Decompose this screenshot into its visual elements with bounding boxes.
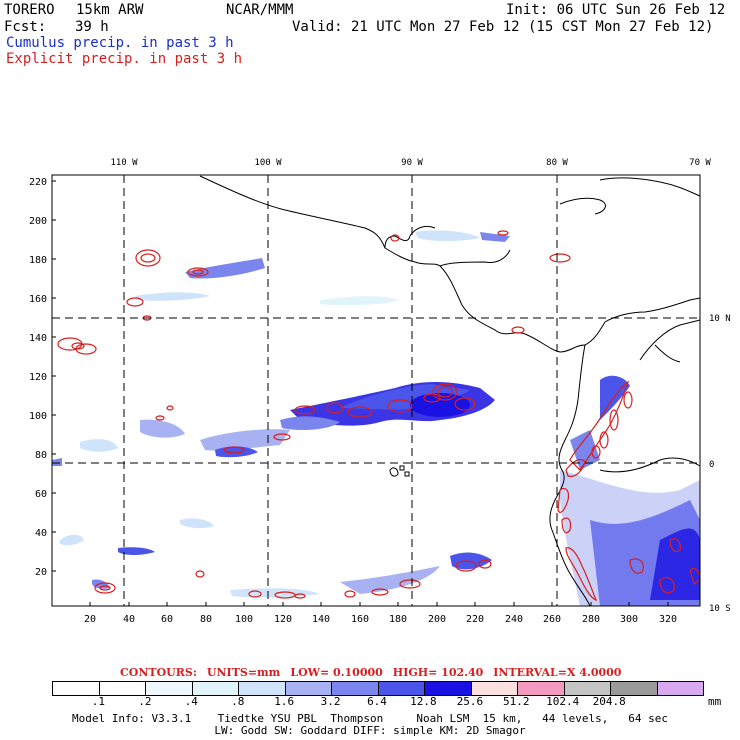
y-tick: 40 — [35, 528, 47, 539]
y-tick: 140 — [29, 333, 47, 344]
map-frame — [51, 174, 701, 607]
x-tick: 60 — [161, 614, 173, 625]
contour-units: UNITS=mm — [206, 666, 281, 679]
lat-lon-grid — [52, 175, 700, 606]
field-explicit-label: Explicit precip. in past 3 h — [6, 51, 243, 67]
y-tick: 180 — [29, 255, 47, 266]
explicit-precip-contours — [57, 230, 701, 601]
color-scale-cell — [239, 682, 286, 695]
color-scale-label: .8 — [231, 695, 245, 708]
color-scale-labels: .1 .2 .4 .8 1.6 3.2 6.4 12.8 25.6 51.2 102.4 204.8 — [52, 695, 702, 708]
color-scale-cell — [378, 682, 425, 695]
color-scale-label: 1.6 — [274, 695, 295, 708]
lon-label-90w: 90 W — [401, 158, 423, 168]
color-scale-cell — [518, 682, 565, 695]
x-tick: 180 — [389, 614, 407, 625]
y-tick: 120 — [29, 372, 47, 383]
lat-label-0: 0 — [709, 460, 714, 470]
x-tick: 160 — [351, 614, 369, 625]
x-tick: 80 — [200, 614, 212, 625]
color-scale-label: .1 — [91, 695, 106, 708]
y-tick: 80 — [35, 450, 47, 461]
color-scale-label: .4 — [184, 695, 198, 708]
x-tick: 140 — [312, 614, 330, 625]
color-scale-label: 12.8 — [410, 695, 437, 708]
forecast-hours: 39 h — [75, 19, 109, 35]
color-scale-cell — [611, 682, 658, 695]
color-scale-label: 102.4 — [546, 695, 580, 708]
x-tick: 300 — [620, 614, 638, 625]
color-scale-unit: mm — [708, 695, 722, 708]
x-tick: 260 — [543, 614, 561, 625]
y-tick: 200 — [29, 216, 47, 227]
lat-label-10s: 10 S — [709, 604, 731, 614]
y-tick: 160 — [29, 294, 47, 305]
field-cumulus-label: Cumulus precip. in past 3 h — [6, 35, 234, 51]
color-scale-cell — [332, 682, 379, 695]
x-tick: 20 — [84, 614, 96, 625]
contour-interval: INTERVAL=X 4.0000 — [493, 666, 622, 679]
x-tick: 100 — [235, 614, 253, 625]
contour-low: LOW= 0.10000 — [290, 666, 383, 679]
y-tick: 220 — [29, 177, 47, 188]
lon-label-100w: 100 W — [254, 158, 282, 168]
y-tick: 20 — [35, 567, 47, 578]
color-scale-cell — [99, 682, 146, 695]
model-name: TORERO — [4, 2, 55, 18]
color-scale-label: .2 — [138, 695, 152, 708]
lon-label-110w: 110 W — [110, 158, 138, 168]
color-scale-label: 3.2 — [320, 695, 341, 708]
cumulus-precip-areas — [52, 230, 700, 606]
x-tick: 200 — [428, 614, 446, 625]
color-scale-bar — [52, 681, 704, 696]
color-scale-cell — [425, 682, 472, 695]
color-scale-cell — [146, 682, 193, 695]
x-tick: 120 — [274, 614, 292, 625]
x-axis-ticks: 20 40 60 80 100 120 140 160 180 200 220 … — [84, 614, 677, 625]
color-scale-cell — [53, 682, 100, 695]
model-info-line1: Model Info: V3.3.1 Tiedtke YSU PBL Thomp… — [71, 712, 669, 725]
color-scale-cell — [471, 682, 518, 695]
contour-label: CONTOURS: — [120, 666, 197, 679]
model-resolution: 15km ARW — [76, 2, 144, 18]
contour-info: CONTOURS: UNITS=mm LOW= 0.10000 HIGH= 102.4… — [120, 666, 631, 679]
x-tick: 240 — [505, 614, 523, 625]
color-scale-cell — [657, 682, 703, 695]
contour-high: HIGH= 102.40 — [392, 666, 484, 679]
forecast-label: Fcst: — [4, 19, 47, 35]
coastlines — [199, 175, 701, 607]
color-scale-cell — [564, 682, 611, 695]
x-tick: 320 — [659, 614, 677, 625]
y-axis-ticks: 220 200 180 160 140 120 100 80 60 40 20 — [29, 177, 47, 578]
lon-label-80w: 80 W — [546, 158, 568, 168]
color-scale-cell — [192, 682, 239, 695]
x-tick: 280 — [582, 614, 600, 625]
lat-label-10n: 10 N — [709, 314, 731, 324]
color-scale-label: 25.6 — [456, 695, 484, 708]
x-tick: 220 — [466, 614, 484, 625]
model-info-line2: LW: Godd SW: Goddard DIFF: simple KM: 2D… — [214, 724, 526, 737]
color-scale-label: 51.2 — [503, 695, 530, 708]
lon-label-70w: 70 W — [689, 158, 711, 168]
x-tick: 40 — [123, 614, 135, 625]
color-scale-label: 204.8 — [592, 695, 626, 708]
color-scale-cell — [285, 682, 332, 695]
y-tick: 60 — [35, 489, 47, 500]
organization: NCAR/MMM — [226, 2, 294, 18]
y-tick: 100 — [29, 411, 47, 422]
color-scale-label: 6.4 — [367, 695, 387, 708]
init-time: Init: 06 UTC Sun 26 Feb 12 — [506, 2, 726, 18]
valid-time: Valid: 21 UTC Mon 27 Feb 12 (15 CST Mon … — [292, 19, 714, 35]
